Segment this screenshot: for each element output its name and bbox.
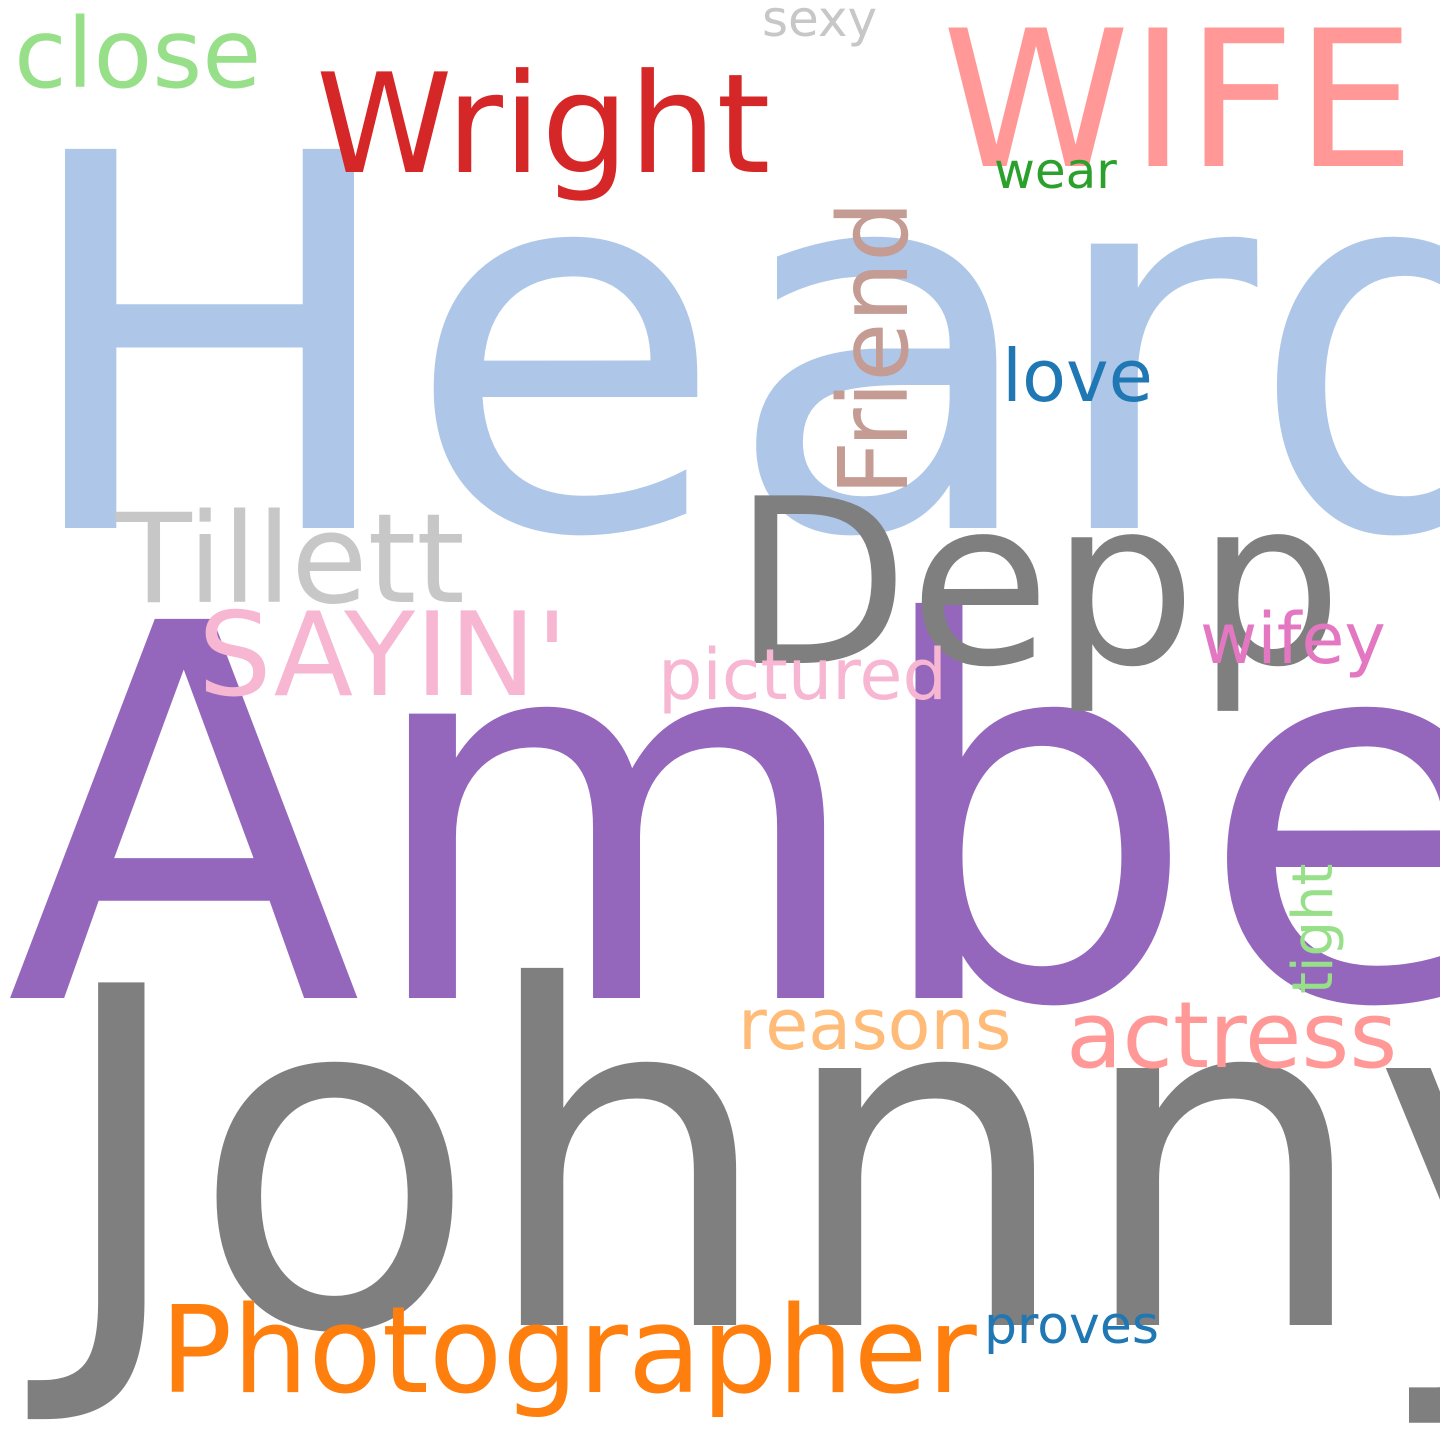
- word-photographer: Photographer: [160, 1282, 977, 1421]
- word-depp: Depp: [732, 451, 1343, 718]
- word-tight: tight: [1281, 863, 1346, 994]
- word-wear: wear: [994, 142, 1117, 200]
- word-friend: Friend: [818, 200, 930, 496]
- word-johnny: Johnny: [52, 889, 1440, 1436]
- word-wright: Wright: [316, 44, 771, 205]
- word-sayin: SAYIN': [198, 588, 568, 723]
- word-tillett: Tillett: [116, 488, 465, 632]
- word-sexy: sexy: [762, 0, 878, 48]
- word-actress: actress: [1066, 982, 1398, 1089]
- word-heard: Heard: [14, 45, 1440, 651]
- word-love: love: [1002, 334, 1153, 418]
- word-reasons: reasons: [738, 984, 1012, 1066]
- word-wife: WIFE: [942, 0, 1416, 211]
- word-pictured: pictured: [658, 634, 947, 716]
- word-proves: proves: [984, 1296, 1159, 1356]
- word-close: close: [14, 0, 262, 110]
- word-amber: Amber: [6, 515, 1440, 1121]
- word-wifey: wifey: [1200, 598, 1386, 680]
